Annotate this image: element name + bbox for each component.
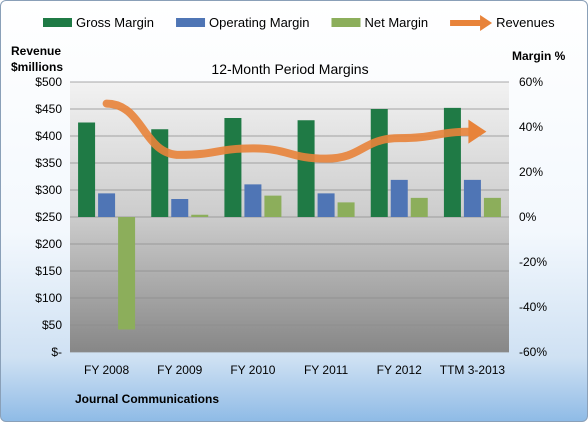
- revenue-arrowhead: [468, 119, 487, 144]
- bar-gross-margin: [224, 118, 242, 217]
- left-axis-label-line1: Revenue: [11, 44, 61, 58]
- right-tick-label: 60%: [519, 75, 543, 89]
- bar-operating-margin: [317, 193, 335, 217]
- right-tick-label: -60%: [519, 345, 547, 359]
- bar-gross-margin: [370, 109, 388, 217]
- left-tick-label: $150: [35, 264, 62, 278]
- legend-label: Net Margin: [364, 15, 428, 30]
- left-tick-label: $200: [35, 237, 62, 251]
- left-tick-label: $250: [35, 210, 62, 224]
- left-tick-label: $300: [35, 183, 62, 197]
- right-tick-label: 0%: [519, 210, 537, 224]
- left-axis-ticks: $- $50 $100 $150 $200 $250 $300 $350 $400 $450 $50…: [35, 75, 62, 359]
- company-name: Journal Communications: [75, 392, 219, 406]
- bar-net-margin: [483, 197, 501, 217]
- revenue-line-path: [102, 99, 477, 163]
- right-tick-label: -40%: [519, 300, 547, 314]
- bar-gross-margin: [78, 122, 96, 217]
- x-tick-label: FY 2008: [84, 363, 129, 377]
- legend-label: Gross Margin: [76, 15, 154, 30]
- legend-swatch: [43, 18, 72, 27]
- left-tick-label: $350: [35, 156, 62, 170]
- legend-label: Operating Margin: [209, 15, 309, 30]
- legend: Gross Margin Operating Margin Net Margin Re…: [43, 15, 555, 31]
- right-tick-label: -20%: [519, 255, 547, 269]
- right-tick-label: 40%: [519, 120, 543, 134]
- x-axis-ticks: FY 2008 FY 2009 FY 2010 FY 2011 FY 2012 TTM 3…: [84, 363, 505, 377]
- bar-gross-margin: [297, 120, 315, 217]
- legend-arrowhead: [480, 15, 493, 31]
- legend-label: Revenues: [496, 15, 555, 30]
- legend-swatch: [176, 18, 206, 27]
- bar-net-margin: [410, 197, 428, 217]
- bar-net-margin: [337, 202, 355, 217]
- revenue-line: [102, 99, 487, 163]
- left-tick-label: $100: [35, 291, 62, 305]
- chart-title: 12-Month Period Margins: [211, 61, 368, 77]
- x-tick-label: TTM 3-2013: [440, 363, 506, 377]
- left-axis-label-line2: $millions: [11, 60, 63, 74]
- bar-net-margin: [118, 217, 136, 330]
- right-axis-ticks: -60% -40% -20% 0% 20% 40% 60%: [519, 75, 547, 359]
- right-tick-label: 20%: [519, 165, 543, 179]
- left-tick-label: $500: [35, 75, 62, 89]
- bar-operating-margin: [390, 179, 408, 217]
- bar-operating-margin: [244, 184, 262, 217]
- legend-swatch: [331, 18, 361, 27]
- bar-gross-margin: [443, 107, 461, 217]
- left-tick-label: $400: [35, 129, 62, 143]
- bar-operating-margin: [98, 193, 116, 217]
- x-tick-label: FY 2012: [377, 363, 422, 377]
- left-tick-label: $50: [42, 318, 62, 332]
- left-tick-label: $-: [51, 345, 62, 359]
- bar-net-margin: [264, 195, 282, 217]
- x-tick-label: FY 2010: [230, 363, 275, 377]
- bar-net-margin: [191, 214, 209, 217]
- x-tick-label: FY 2011: [304, 363, 349, 377]
- right-axis-label: Margin %: [512, 49, 566, 63]
- bar-operating-margin: [463, 179, 481, 217]
- x-tick-label: FY 2009: [157, 363, 202, 377]
- bar-operating-margin: [171, 199, 189, 217]
- left-tick-label: $450: [35, 102, 62, 116]
